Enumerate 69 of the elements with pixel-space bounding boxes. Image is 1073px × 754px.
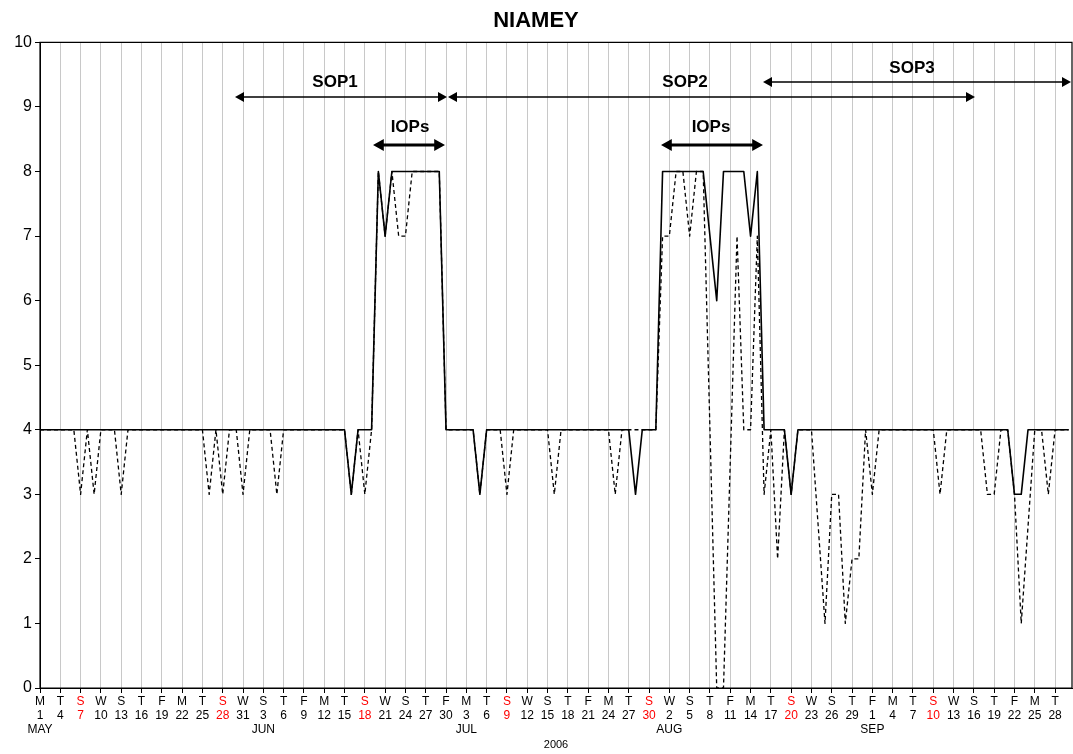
- x-tick-label: F 11: [724, 693, 737, 722]
- x-tick-label: M 14: [743, 693, 758, 722]
- y-tick-label: 8: [23, 161, 33, 179]
- y-tick-label: 1: [23, 613, 33, 631]
- x-tick-label: F 30: [439, 693, 454, 722]
- x-tick-label: F 1 SEP: [860, 693, 885, 737]
- x-tick-label: W 23: [804, 693, 819, 722]
- x-tick-label: S 9: [502, 693, 511, 722]
- x-tick-label: F 19: [155, 693, 169, 722]
- x-tick-label: S 18: [358, 693, 372, 722]
- y-tick-label: 5: [23, 355, 33, 373]
- x-tick-label: T 29: [845, 693, 860, 722]
- x-tick-label: W 12: [520, 693, 535, 722]
- x-tick-label: T 4: [56, 693, 65, 722]
- x-tick-label: S 20: [784, 693, 799, 722]
- annotation: IOPs: [390, 116, 430, 136]
- x-tick-label: F 21: [581, 693, 596, 722]
- x-tick-label: T 28: [1048, 693, 1063, 722]
- x-tick-label: W 31: [236, 693, 251, 722]
- x-tick-label: S 24: [398, 693, 413, 722]
- x-tick-label: T 6: [482, 693, 491, 722]
- x-tick-label: M 4: [887, 693, 898, 722]
- y-tick-label: 9: [23, 97, 33, 115]
- x-tick-label: S 7: [76, 693, 85, 722]
- x-tick-label: S 15: [540, 693, 555, 722]
- x-tick-label: T 17: [764, 693, 778, 722]
- x-tick-label: S 13: [114, 693, 129, 722]
- x-tick-label: S 5: [685, 693, 694, 722]
- x-tick-label: T 25: [195, 693, 210, 722]
- x-tick-label: T 6: [279, 693, 288, 722]
- y-tick-label: 4: [23, 420, 33, 438]
- x-tick-label: M 3 JUL: [455, 693, 478, 737]
- x-tick-label: M 25: [1028, 693, 1042, 722]
- x-tick-label: T 18: [561, 693, 575, 722]
- x-tick-label: T 7: [909, 693, 918, 722]
- y-tick-label: 2: [23, 549, 33, 567]
- x-tick-label: F 9: [300, 693, 308, 722]
- x-axis-title: 2006: [543, 738, 569, 751]
- x-tick-label: S 10: [926, 693, 941, 722]
- annotation: SOP3: [889, 57, 935, 77]
- x-tick-label: S 16: [967, 693, 981, 722]
- y-tick-label: 3: [23, 484, 33, 502]
- y-tick-label: 6: [23, 291, 33, 309]
- x-tick-label: T 15: [337, 693, 352, 722]
- x-tick-label: S 3 JUN: [251, 693, 275, 737]
- x-tick-label: F 22: [1007, 693, 1022, 722]
- y-tick-label: 7: [23, 226, 33, 244]
- x-tick-label: M 1 MAY: [27, 693, 53, 737]
- y-tick-label: 10: [14, 32, 33, 50]
- x-tick-label: W 10: [94, 693, 108, 722]
- x-tick-label: W 2 AUG: [656, 693, 683, 737]
- annotation: SOP2: [662, 71, 708, 91]
- x-tick-label: S 26: [825, 693, 839, 722]
- x-tick-label: M 24: [601, 693, 616, 722]
- x-tick-label: T 16: [134, 693, 149, 722]
- chart-title: NIAMEY: [493, 7, 580, 33]
- x-tick-label: W 21: [378, 693, 393, 722]
- x-tick-label: M 22: [175, 693, 190, 722]
- x-tick-label: T 27: [622, 693, 636, 722]
- annotation: SOP1: [312, 71, 358, 91]
- annotation: IOPs: [691, 116, 731, 136]
- x-tick-label: S 28: [216, 693, 230, 722]
- x-tick-label: M 12: [317, 693, 332, 722]
- y-tick-label: 0: [23, 678, 33, 696]
- x-tick-label: W 13: [946, 693, 961, 722]
- x-tick-label: S 30: [642, 693, 657, 722]
- x-tick-label: T 8: [706, 693, 715, 722]
- x-tick-label: T 19: [987, 693, 1002, 722]
- x-tick-label: T 27: [419, 693, 433, 722]
